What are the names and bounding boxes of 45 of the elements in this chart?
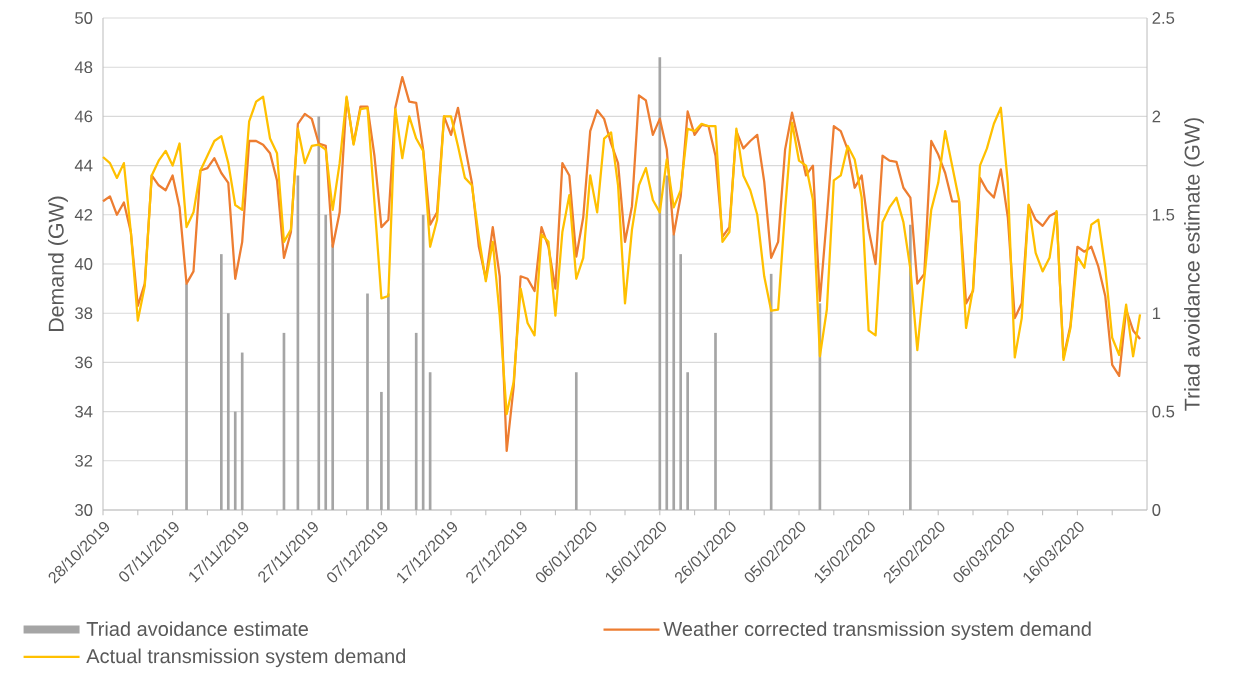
y-tick-label: 34 [75, 405, 93, 418]
bar [233, 411, 237, 510]
bar [324, 214, 328, 510]
y-tick-label: 36 [75, 356, 93, 369]
bar [366, 293, 369, 510]
bar [331, 244, 335, 510]
bar [574, 372, 578, 510]
y2-tick-label: 1 [1153, 307, 1161, 319]
bar [658, 57, 662, 510]
bar [714, 332, 717, 510]
y2-tick-label: 1.5 [1153, 208, 1175, 221]
y2-tick-label: 2 [1152, 110, 1161, 123]
y-tick-label: 38 [75, 307, 93, 320]
legend-label: Triad avoidance estimate [86, 621, 309, 637]
bar [219, 254, 223, 510]
y-tick-label: 32 [75, 454, 93, 467]
y-tick-label: 40 [74, 258, 93, 270]
y-tick-label: 42 [74, 208, 93, 221]
y-axis-title: Demand (GW) [48, 196, 68, 331]
y-tick-label: 30 [75, 504, 93, 516]
legend-label: Weather corrected transmission system demand [663, 621, 1091, 641]
y-tick-label: 46 [74, 110, 93, 123]
bar [240, 352, 244, 510]
bar [679, 254, 683, 510]
y2-tick-label: 2.5 [1152, 12, 1175, 24]
bar [226, 313, 230, 510]
y2-tick-label: 0 [1152, 504, 1161, 516]
bar [909, 224, 912, 510]
bar [317, 116, 321, 510]
line-series [101, 75, 1142, 453]
y-tick-label: 44 [74, 159, 93, 172]
bar [769, 273, 773, 510]
y2-axis-title: Triad avoidance estimate (GW) [1184, 118, 1204, 411]
legend-label: Actual transmission system demand [86, 648, 406, 668]
bar [380, 391, 383, 510]
y-tick-label: 50 [75, 12, 93, 24]
bar [665, 175, 669, 510]
bar [414, 332, 418, 510]
y2-tick-label: 0.5 [1152, 405, 1175, 418]
bar [387, 293, 390, 510]
bar [421, 214, 425, 510]
bar [672, 234, 676, 510]
bar [185, 283, 188, 510]
y-tick-label: 48 [74, 61, 93, 74]
bar [686, 372, 689, 510]
